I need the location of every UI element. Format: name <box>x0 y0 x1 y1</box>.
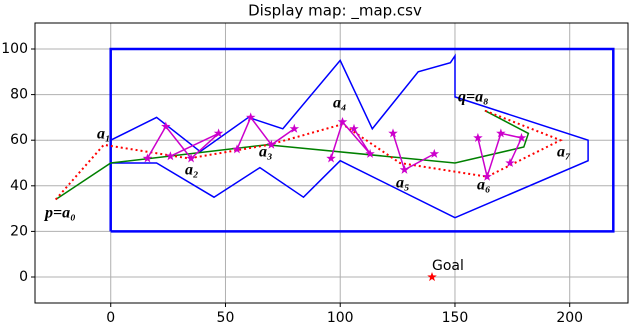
x-tick-label: 0 <box>106 310 115 324</box>
y-tick-label: 0 <box>19 269 28 285</box>
marker <box>337 117 348 126</box>
x-tick-label: 50 <box>217 310 235 324</box>
marker <box>142 153 153 163</box>
annotation: q=a₈ <box>458 89 489 106</box>
marker <box>349 123 359 133</box>
marker <box>213 128 224 138</box>
x-tick-label: 200 <box>556 310 583 324</box>
plot-frame <box>34 22 629 304</box>
y-tick-label: 100 <box>1 41 28 57</box>
series-line <box>146 115 523 180</box>
annotation: a₁ <box>97 126 111 143</box>
x-tick-label: 100 <box>327 310 354 324</box>
marker <box>496 128 506 138</box>
annotation: a₂ <box>185 162 199 179</box>
marker <box>482 171 492 181</box>
annotation: a₅ <box>396 175 410 192</box>
annotation: a₆ <box>477 177 491 194</box>
y-tick-label: 80 <box>10 87 28 103</box>
marker <box>429 148 440 158</box>
marker <box>473 132 483 142</box>
marker <box>161 121 171 131</box>
series-line <box>109 53 589 219</box>
annotation: a₃ <box>259 144 273 161</box>
marker <box>427 272 437 282</box>
marker <box>246 112 256 122</box>
marker <box>165 151 176 161</box>
marker <box>365 148 375 158</box>
y-tick-label: 60 <box>10 132 28 148</box>
marker <box>326 153 336 163</box>
marker <box>505 158 515 167</box>
annotation: a₄ <box>333 95 347 112</box>
y-tick-label: 20 <box>10 223 28 239</box>
chart-title: Display map: _map.csv <box>248 2 422 21</box>
marker <box>232 144 242 154</box>
marker <box>186 153 196 163</box>
x-tick-label: 150 <box>442 310 469 324</box>
marker <box>289 123 300 133</box>
series-line <box>109 47 615 233</box>
annotation: Goal <box>432 258 464 274</box>
marker <box>388 128 398 138</box>
marker <box>266 139 277 149</box>
marker <box>516 132 527 142</box>
annotation: p=a₀ <box>43 205 76 222</box>
y-tick-label: 40 <box>10 178 28 194</box>
marker <box>399 164 410 174</box>
annotation: a₇ <box>557 144 571 161</box>
series-line <box>55 109 530 201</box>
